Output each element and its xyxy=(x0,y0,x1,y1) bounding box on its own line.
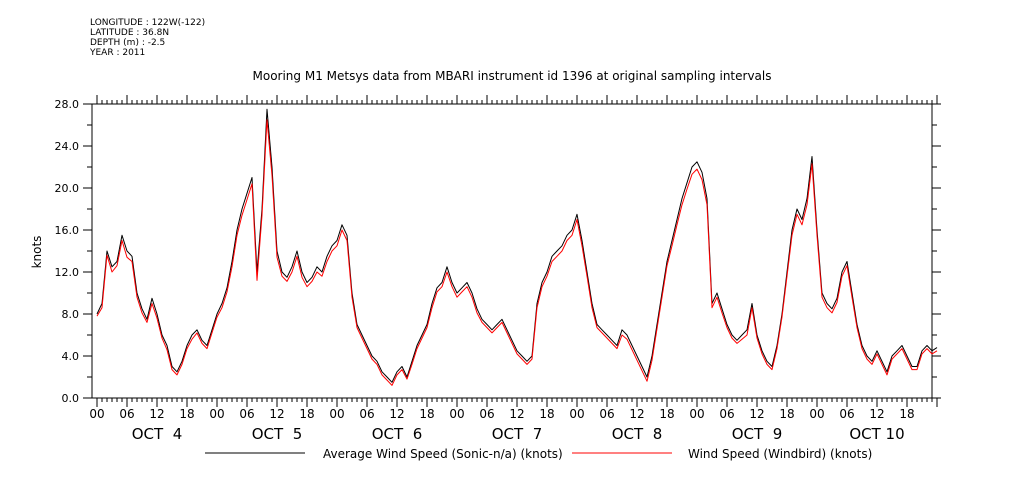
y-tick-label: 20.0 xyxy=(55,182,80,195)
x-tick-label: 06 xyxy=(119,407,134,421)
year-line: YEAR : 2011 xyxy=(90,48,146,58)
y-tick-label: 4.0 xyxy=(62,350,80,363)
metadata-block: LONGITUDE : 122W(-122) LATITUDE : 36.8N … xyxy=(90,18,205,58)
x-tick-label: 12 xyxy=(509,407,524,421)
x-tick-label: 06 xyxy=(719,407,734,421)
longitude-line: LONGITUDE : 122W(-122) xyxy=(90,18,206,28)
y-tick-label: 24.0 xyxy=(55,140,80,153)
legend-label-average: Average Wind Speed (Sonic-n/a) (knots) xyxy=(323,447,563,461)
series-group xyxy=(96,108,938,386)
x-tick-label: 18 xyxy=(659,407,674,421)
plot-frame xyxy=(91,103,933,399)
chart-title: Mooring M1 Metsys data from MBARI instru… xyxy=(253,69,772,83)
x-tick-label: 00 xyxy=(809,407,824,421)
y-tick-label: 8.0 xyxy=(62,308,80,321)
y-tick-label: 12.0 xyxy=(55,266,80,279)
y-tick-labels: 0.0 4.0 8.0 12.0 16.0 20.0 24.0 28.0 xyxy=(55,98,80,405)
depth-line: DEPTH (m) : -2.5 xyxy=(90,38,166,48)
x-tick-label: 00 xyxy=(89,407,104,421)
x-tick-label: 00 xyxy=(689,407,704,421)
x-tick-label: 18 xyxy=(419,407,434,421)
x-tick-label: 00 xyxy=(449,407,464,421)
x-tick-label: 00 xyxy=(209,407,224,421)
legend-label-windbird: Wind Speed (Windbird) (knots) xyxy=(688,447,872,461)
x-tick-label: 06 xyxy=(599,407,614,421)
y-tick-label: 16.0 xyxy=(55,224,80,237)
x-tick-label: 12 xyxy=(869,407,884,421)
x-tick-label: 06 xyxy=(479,407,494,421)
x-tick-label: 06 xyxy=(839,407,854,421)
series-line-windbird-wind-speed xyxy=(96,119,938,386)
x-tick-label: 18 xyxy=(179,407,194,421)
day-label: OCT 5 xyxy=(252,425,303,443)
x-tick-label: 18 xyxy=(899,407,914,421)
x-tick-label: 06 xyxy=(239,407,254,421)
day-label: OCT 7 xyxy=(492,425,543,443)
latitude-line: LATITUDE : 36.8N xyxy=(90,28,170,38)
x-tick-label: 06 xyxy=(359,407,374,421)
series-line-average-wind-speed xyxy=(96,108,938,383)
x-tick-labels: 00 06 12 18 00 06 12 18 00 06 12 18 00 06 12 18 00 06 12 18… xyxy=(89,407,914,421)
day-label: OCT 4 xyxy=(132,425,183,443)
x-tick-label: 00 xyxy=(569,407,584,421)
day-label: OCT 10 xyxy=(849,425,904,443)
x-tick-label: 12 xyxy=(389,407,404,421)
x-tick-label: 12 xyxy=(629,407,644,421)
x-tick-label: 18 xyxy=(779,407,794,421)
day-label: OCT 6 xyxy=(372,425,423,443)
x-tick-label: 18 xyxy=(539,407,554,421)
day-label: OCT 9 xyxy=(732,425,783,443)
day-label: OCT 8 xyxy=(612,425,663,443)
x-tick-label: 18 xyxy=(299,407,314,421)
x-tick-label: 12 xyxy=(149,407,164,421)
day-labels: OCT 4 OCT 5 OCT 6 OCT 7 OCT 8 OCT 9 OCT 10 xyxy=(132,425,905,443)
y-axis-label: knots xyxy=(30,236,44,269)
x-tick-label: 12 xyxy=(749,407,764,421)
axis-ticks xyxy=(83,95,941,407)
y-tick-label: 28.0 xyxy=(55,98,80,111)
x-tick-label: 12 xyxy=(269,407,284,421)
x-tick-label: 00 xyxy=(329,407,344,421)
y-tick-label: 0.0 xyxy=(62,392,80,405)
